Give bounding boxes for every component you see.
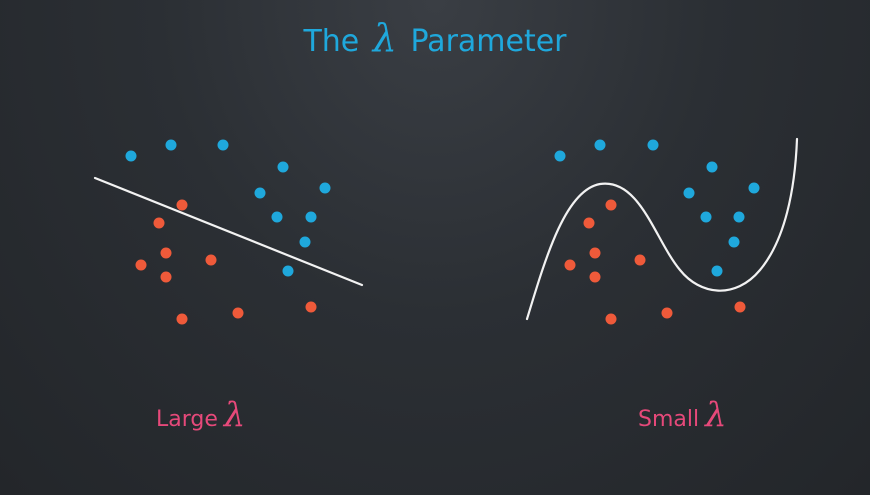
large-label-lambda-symbol: λ	[223, 395, 246, 435]
large-label-text: Large	[156, 407, 218, 432]
left-red-point	[205, 254, 217, 266]
left-blue-point	[305, 211, 317, 223]
right-blue-point	[733, 211, 745, 223]
left-red-point	[176, 313, 188, 325]
small-label-lambda-symbol: λ	[705, 395, 727, 435]
left-red-point	[153, 217, 165, 229]
left-decision-boundary	[93, 176, 364, 287]
large-lambda-label: Large λ	[156, 398, 245, 437]
right-red-point	[583, 217, 595, 229]
right-blue-point	[700, 211, 712, 223]
left-blue-point	[319, 182, 331, 194]
left-blue-point	[254, 187, 266, 199]
left-red-point	[135, 259, 147, 271]
right-blue-point	[554, 150, 566, 162]
right-red-point	[661, 307, 673, 319]
slide-title: The λ Parameter	[0, 16, 870, 64]
title-suffix: Parameter	[410, 24, 567, 59]
left-blue-point	[271, 211, 283, 223]
right-blue-point	[594, 139, 606, 151]
data-points	[125, 139, 760, 325]
right-blue-point	[683, 187, 695, 199]
left-blue-point	[165, 139, 177, 151]
small-lambda-label: Small λ	[638, 398, 727, 437]
right-blue-point	[647, 139, 659, 151]
left-red-point	[305, 301, 317, 313]
right-blue-point	[706, 161, 718, 173]
left-red-point	[232, 307, 244, 319]
left-blue-point	[299, 236, 311, 248]
right-blue-point	[711, 265, 723, 277]
small-label-text: Small	[638, 407, 700, 432]
left-blue-point	[277, 161, 289, 173]
right-blue-point	[748, 182, 760, 194]
title-lambda-symbol: λ	[372, 16, 397, 60]
left-red-point	[160, 247, 172, 259]
left-red-point	[176, 199, 188, 211]
right-red-point	[589, 247, 601, 259]
title-prefix: The	[303, 24, 360, 59]
left-blue-point	[282, 265, 294, 277]
right-red-point	[734, 301, 746, 313]
right-blue-point	[728, 236, 740, 248]
right-red-point	[589, 271, 601, 283]
right-red-point	[605, 199, 617, 211]
right-red-point	[634, 254, 646, 266]
right-decision-boundary	[525, 137, 799, 321]
left-blue-point	[217, 139, 229, 151]
left-blue-point	[125, 150, 137, 162]
left-red-point	[160, 271, 172, 283]
right-red-point	[564, 259, 576, 271]
right-red-point	[605, 313, 617, 325]
